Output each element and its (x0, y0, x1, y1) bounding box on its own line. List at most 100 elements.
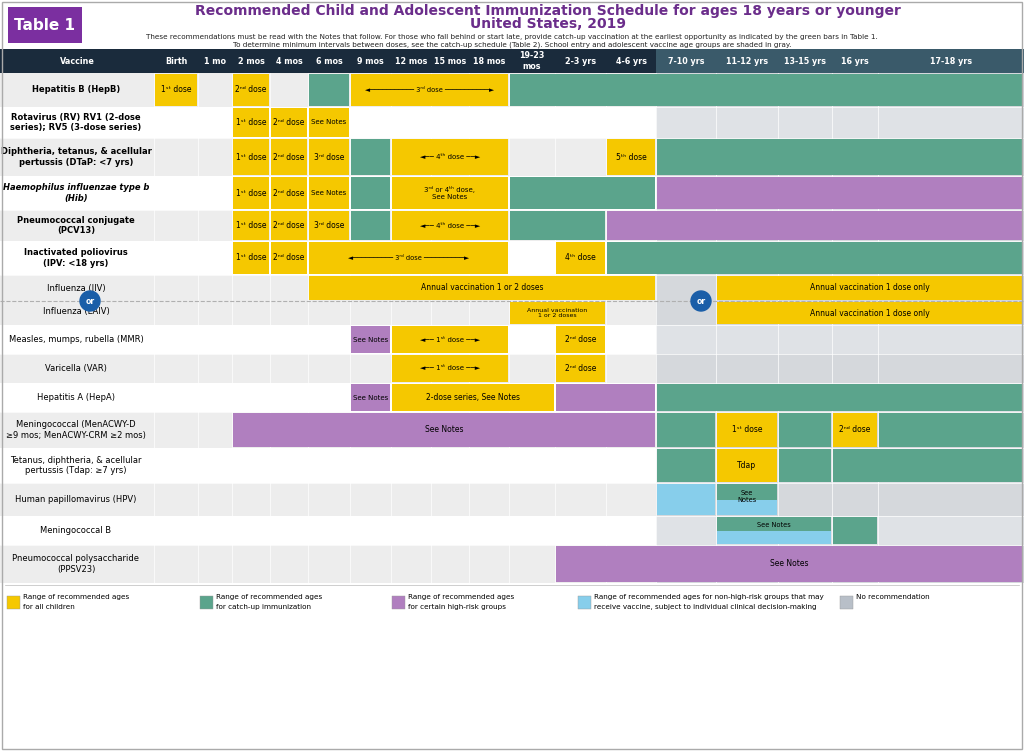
Bar (716, 210, 778, 241)
Text: 1 mo: 1 mo (204, 56, 226, 65)
Text: ◄── 1ˢᵗ dose ──►: ◄── 1ˢᵗ dose ──► (420, 336, 480, 342)
Bar (716, 483, 778, 516)
Bar (716, 412, 778, 448)
Bar (656, 49, 716, 73)
Bar (657, 384, 1023, 411)
Text: 4-6 yrs: 4-6 yrs (615, 56, 646, 65)
Text: 1ˢᵗ dose: 1ˢᵗ dose (236, 152, 266, 161)
Circle shape (80, 291, 100, 311)
Bar (351, 139, 390, 175)
Bar (351, 384, 390, 411)
Bar (657, 484, 715, 515)
Bar (716, 176, 778, 210)
Bar (351, 177, 390, 209)
Bar (717, 484, 777, 500)
Text: ◄── 4ᵗʰ dose ──►: ◄── 4ᵗʰ dose ──► (420, 154, 480, 160)
Bar (778, 241, 831, 275)
Bar (309, 139, 349, 175)
Bar (271, 139, 307, 175)
Bar (0, 545, 1024, 583)
Bar (831, 176, 878, 210)
Text: Table 1: Table 1 (14, 17, 76, 32)
Text: Range of recommended ages for non-high-risk groups that may: Range of recommended ages for non-high-r… (594, 594, 823, 600)
Bar (831, 545, 878, 583)
Text: 7-10 yrs: 7-10 yrs (668, 56, 705, 65)
Bar (510, 302, 605, 324)
Bar (716, 241, 778, 275)
Text: ◄── 4ᵗʰ dose ──►: ◄── 4ᵗʰ dose ──► (420, 222, 480, 228)
Text: 2-dose series, See Notes: 2-dose series, See Notes (426, 393, 520, 402)
Bar (878, 412, 1024, 448)
Text: 1ˢᵗ dose: 1ˢᵗ dose (236, 189, 266, 198)
Bar (778, 325, 831, 354)
Bar (656, 210, 716, 241)
Text: 19-23
mos: 19-23 mos (519, 51, 545, 71)
Bar (656, 107, 716, 138)
Bar (778, 73, 831, 107)
Text: 2ⁿᵈ dose: 2ⁿᵈ dose (273, 254, 305, 263)
Text: 2ⁿᵈ dose: 2ⁿᵈ dose (273, 189, 305, 198)
Bar (716, 516, 778, 545)
Bar (656, 138, 716, 176)
Bar (0, 176, 1024, 210)
Text: Pneumococcal conjugate
(PCV13): Pneumococcal conjugate (PCV13) (17, 216, 135, 235)
Bar (831, 483, 878, 516)
Bar (717, 449, 777, 482)
Text: To determine minimum intervals between doses, see the catch-up schedule (Table 2: To determine minimum intervals between d… (232, 42, 792, 48)
Bar (778, 49, 831, 73)
Bar (779, 413, 831, 447)
Bar (392, 139, 508, 175)
Bar (657, 413, 715, 447)
Text: 11-12 yrs: 11-12 yrs (726, 56, 768, 65)
Bar (656, 275, 716, 325)
Bar (656, 354, 716, 383)
Bar (716, 354, 778, 383)
Bar (392, 596, 406, 609)
Text: Pneumococcal polysaccharide
(PPSV23): Pneumococcal polysaccharide (PPSV23) (12, 554, 139, 574)
Bar (831, 448, 878, 483)
Bar (656, 448, 716, 483)
Text: See Notes: See Notes (757, 522, 791, 528)
Bar (510, 74, 1023, 106)
Bar (878, 545, 1024, 583)
Text: 6 mos: 6 mos (315, 56, 342, 65)
Text: 4 mos: 4 mos (275, 56, 302, 65)
Text: Influenza (IIV): Influenza (IIV) (47, 284, 105, 293)
Bar (831, 138, 878, 176)
Bar (309, 177, 349, 209)
Text: 1ˢᵗ dose: 1ˢᵗ dose (161, 86, 191, 95)
Bar (656, 383, 716, 412)
Bar (878, 73, 1024, 107)
Text: Annual vaccination 1 dose only: Annual vaccination 1 dose only (810, 283, 930, 292)
Bar (833, 517, 877, 544)
Bar (0, 383, 1024, 412)
Bar (0, 138, 1024, 176)
Bar (0, 49, 1024, 73)
Bar (271, 177, 307, 209)
Text: Recommended Child and Adolescent Immunization Schedule for ages 18 years or youn: Recommended Child and Adolescent Immuniz… (195, 4, 901, 18)
Bar (716, 383, 778, 412)
Bar (831, 49, 878, 73)
Text: 1ˢᵗ dose: 1ˢᵗ dose (236, 118, 266, 127)
Bar (778, 516, 831, 545)
Text: Range of recommended ages: Range of recommended ages (216, 594, 323, 600)
Bar (657, 139, 1023, 175)
Text: Human papillomavirus (HPV): Human papillomavirus (HPV) (15, 495, 136, 504)
Text: Influenza (LAIV): Influenza (LAIV) (43, 307, 110, 316)
Text: ◄─────────── 3ʳᵈ dose ───────────►: ◄─────────── 3ʳᵈ dose ───────────► (365, 87, 494, 93)
Text: Hepatitis B (HepB): Hepatitis B (HepB) (32, 86, 120, 95)
Bar (833, 413, 877, 447)
Text: ◄────────── 3ʳᵈ dose ──────────►: ◄────────── 3ʳᵈ dose ──────────► (348, 255, 469, 261)
Bar (0, 241, 1024, 275)
Bar (717, 500, 777, 515)
Bar (878, 325, 1024, 354)
Text: Birth: Birth (165, 56, 187, 65)
Text: 15 mos: 15 mos (434, 56, 466, 65)
Bar (271, 211, 307, 240)
Bar (878, 354, 1024, 383)
Bar (878, 516, 1024, 545)
Bar (392, 326, 508, 353)
Bar (779, 449, 831, 482)
Bar (0, 412, 1024, 448)
Text: Annual vaccination
1 or 2 doses: Annual vaccination 1 or 2 doses (527, 308, 588, 318)
